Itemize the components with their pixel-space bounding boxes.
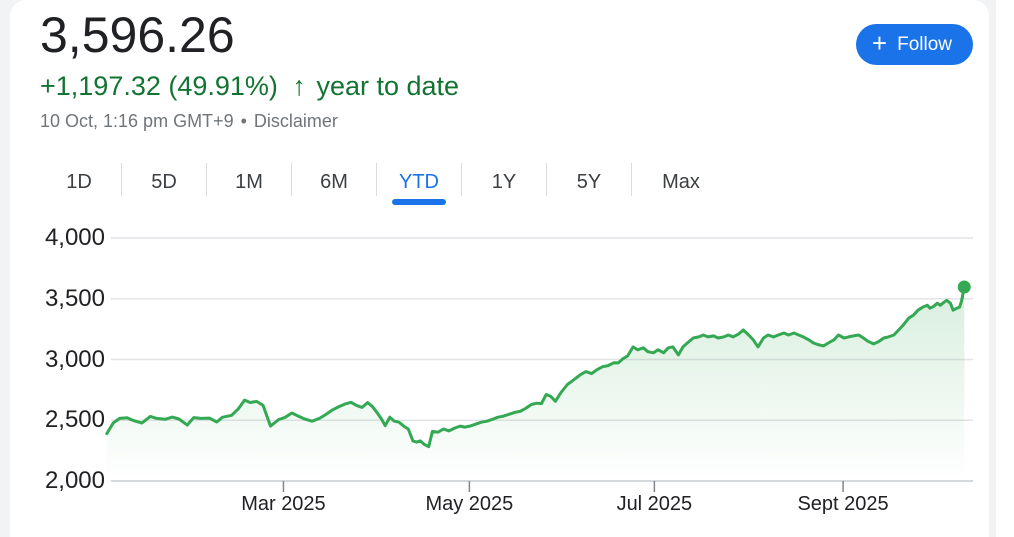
- price-line: [105, 285, 966, 449]
- price-chart-svg: [105, 237, 973, 492]
- follow-button[interactable]: + Follow: [855, 24, 973, 65]
- quote-meta: 10 Oct, 1:16 pm GMT+9 • Disclaimer: [40, 110, 338, 132]
- tab-1d[interactable]: 1D: [66, 171, 92, 193]
- tab-1m[interactable]: 1M: [235, 171, 263, 193]
- tab-max[interactable]: Max: [662, 171, 700, 193]
- tab-divider: [291, 163, 292, 196]
- price-change-row: +1,197.32 (49.91%) ↑ year to date: [40, 70, 459, 102]
- area-fill: [106, 287, 965, 481]
- bullet-separator: •: [240, 111, 247, 131]
- tab-divider: [121, 163, 122, 196]
- change-period-label: year to date: [316, 71, 460, 101]
- tab-ytd[interactable]: YTD: [377, 160, 461, 207]
- price-change: +1,197.32 (49.91%): [40, 71, 278, 101]
- disclaimer-link[interactable]: Disclaimer: [253, 111, 338, 131]
- tab-6m[interactable]: 6M: [320, 171, 348, 193]
- tab-5d[interactable]: 5D: [151, 171, 177, 193]
- timestamp: 10 Oct, 1:16 pm GMT+9: [40, 111, 234, 131]
- range-tabs: 1D 5D 1M 6M YTD 1Y 5Y Max: [37, 160, 730, 207]
- finance-quote-card: 4,000 3,500 3,000 2,500 2,000 Mar 2025 May 202…: [10, 0, 989, 537]
- tab-divider: [631, 163, 632, 196]
- tab-1y[interactable]: 1Y: [491, 171, 517, 193]
- tab-divider: [461, 163, 462, 196]
- tab-divider: [546, 163, 547, 196]
- plus-icon: +: [871, 28, 888, 58]
- follow-button-label: Follow: [897, 33, 952, 55]
- tab-divider: [206, 163, 207, 196]
- price-value: 3,596.26: [40, 7, 235, 63]
- current-price-dot: [957, 280, 971, 294]
- tab-5y[interactable]: 5Y: [576, 171, 602, 193]
- arrow-up-icon: ↑: [292, 71, 306, 101]
